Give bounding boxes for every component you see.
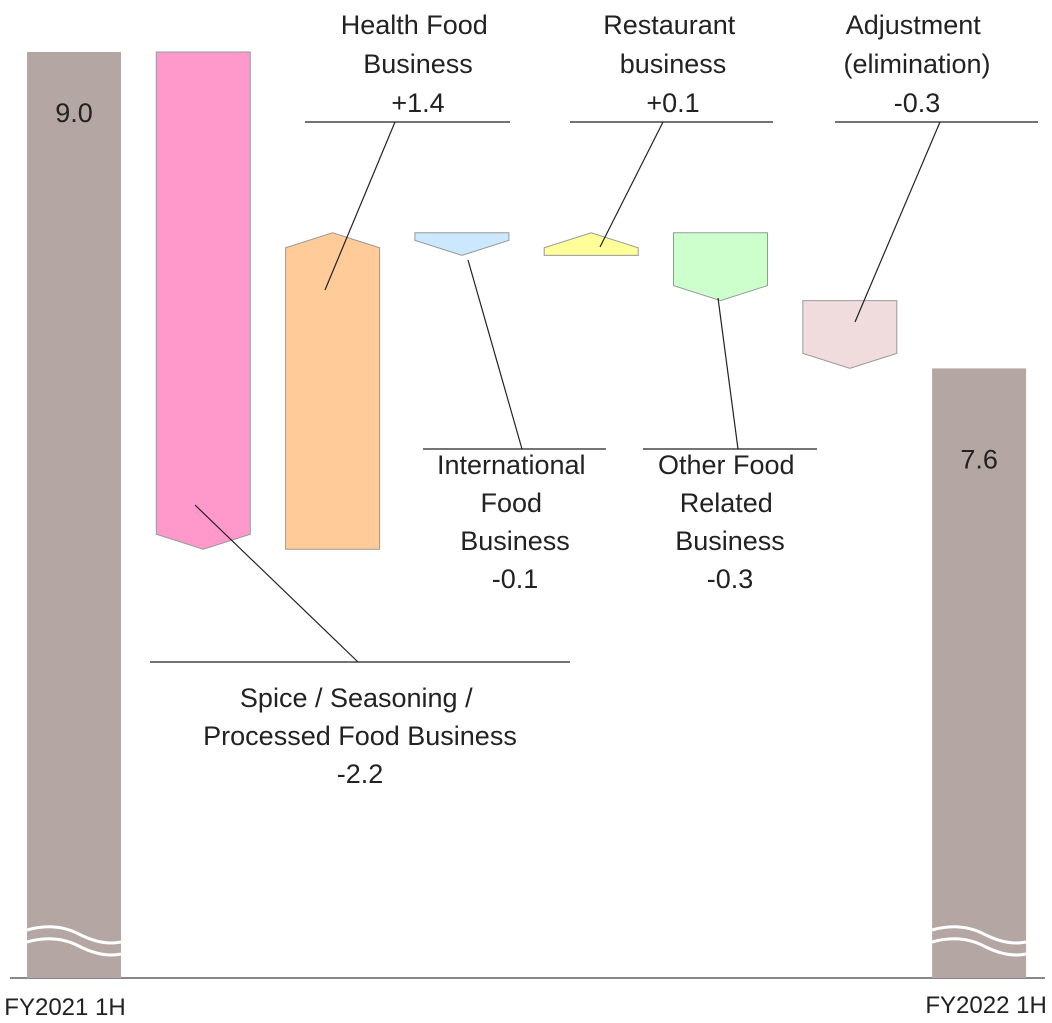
label-line: Spice / Seasoning / [240,683,480,713]
label-line: Business [460,526,570,556]
break-line [26,937,122,957]
label-line: business [620,49,727,79]
label-line: Processed Food Business [203,721,517,751]
break-line [931,925,1027,945]
value-label: +1.4 [391,88,444,118]
leader-line [599,121,664,248]
value-label: -0.1 [492,564,539,594]
category-label: FY2022 1H [925,992,1046,1019]
category-label: Adjustment (elimination) [843,10,990,79]
value-label: +0.1 [646,88,699,118]
label-line: Other Food [658,450,802,480]
leader-line [467,259,523,450]
label-line: Business [363,49,473,79]
label-line: Business [675,526,785,556]
change-bar [285,232,381,550]
total-bar [932,368,1027,978]
change-bar [802,300,898,369]
category-label: Restaurant business [603,10,743,79]
value-label: -2.2 [337,759,384,789]
change-bar [673,232,768,302]
leader-line [324,121,396,291]
change-bar [155,51,251,550]
value-label: 7.6 [960,444,998,474]
change-bar [543,232,639,256]
axis-break [26,925,122,957]
value-label: -0.3 [894,88,941,118]
label-line: (elimination) [843,49,990,79]
label-line: Related [680,488,781,518]
label-line: Adjustment [846,10,989,40]
category-label: Spice / Seasoning / Processed Food Busin… [203,683,517,751]
category-label: FY2021 1H [4,994,125,1021]
label-line: Food [480,488,549,518]
category-label: Other Food Related Business [658,450,802,556]
change-bar [414,232,510,256]
value-label: -0.3 [707,564,754,594]
leader-line [717,297,739,450]
break-line [26,925,122,945]
leader-line [194,504,359,663]
label-line: Health Food [341,10,496,40]
category-label: International Food Business [437,450,593,556]
label-line: Restaurant [603,10,743,40]
axis-break [931,925,1027,957]
label-line: International [437,450,593,480]
break-line [931,937,1027,957]
total-bar [27,52,121,978]
value-label: 9.0 [55,98,93,128]
category-label: Health Food Business [341,10,496,79]
leader-line [854,121,941,323]
